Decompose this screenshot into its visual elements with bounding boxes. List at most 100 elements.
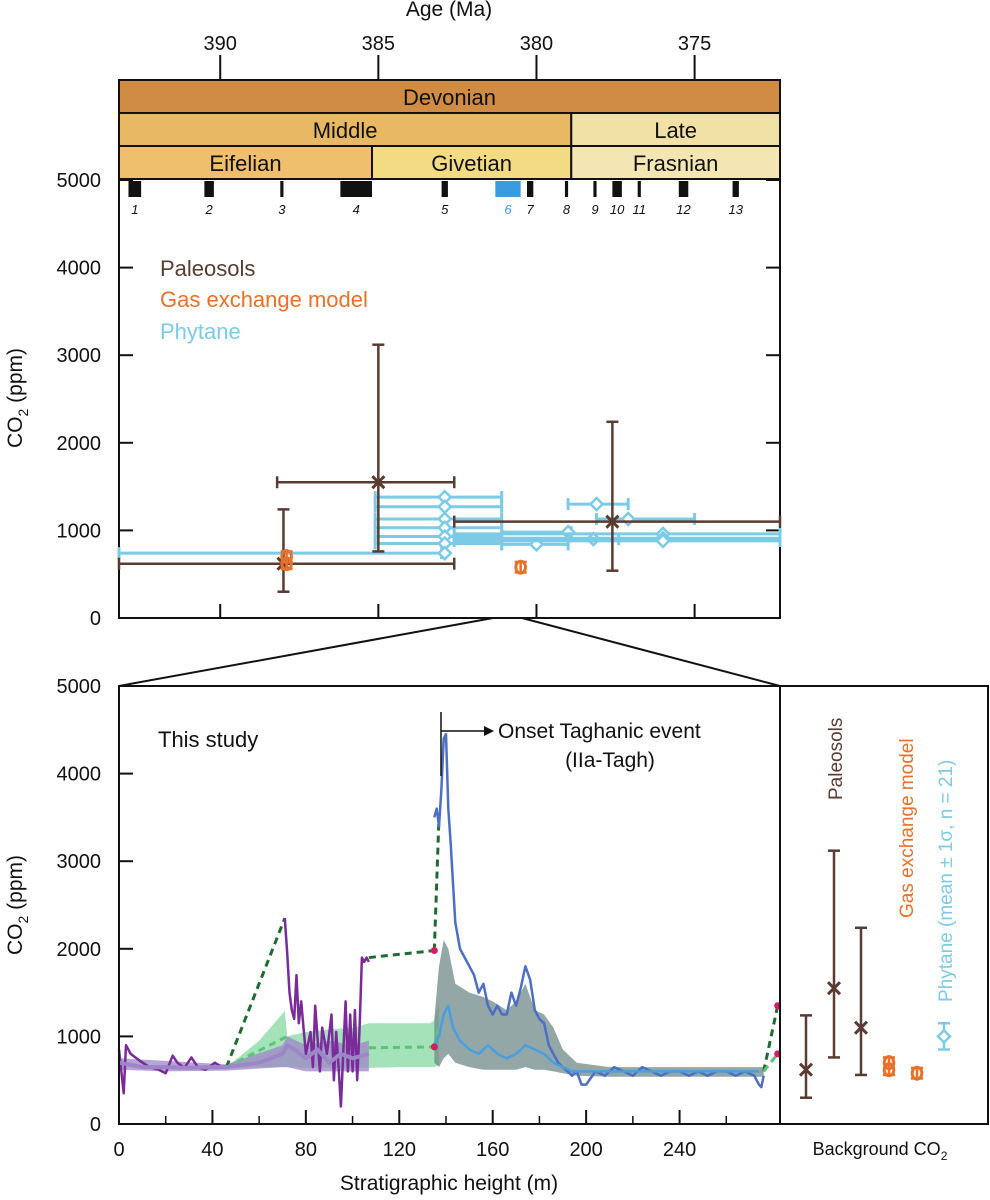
marker-diamond xyxy=(936,1028,952,1045)
top-data-points xyxy=(117,343,782,593)
age-tick-label: 385 xyxy=(362,33,395,55)
event-markers: 1 2 3 4 5 6 7 8 9 10 11 12 13 xyxy=(128,181,744,217)
bottom-y-tick-label: 5000 xyxy=(57,676,102,698)
background-label-gas-exchange: Gas exchange model xyxy=(897,738,918,918)
marker-x xyxy=(605,514,620,529)
event-bar-2 xyxy=(204,181,214,197)
dashed-connector xyxy=(368,949,435,960)
legend-paleosols: Paleosols xyxy=(160,256,255,281)
bottom-y-tick-label: 4000 xyxy=(57,764,102,786)
event-number-6: 6 xyxy=(504,202,512,217)
marker-x xyxy=(371,475,386,490)
timescale-label-devonian: Devonian xyxy=(403,85,496,110)
event-bar-4 xyxy=(340,181,373,197)
line-lightblue-mean xyxy=(433,1004,759,1073)
bottom-y-tick-label: 0 xyxy=(90,1114,101,1136)
timescale-label-givetian: Givetian xyxy=(431,151,512,176)
event-bar-6 xyxy=(495,181,521,197)
age-tick-label: 380 xyxy=(520,33,553,55)
background-data-points xyxy=(798,849,952,1099)
timescale-devonian xyxy=(118,79,781,114)
timescale-label-middle: Middle xyxy=(313,118,378,143)
event-number-4: 4 xyxy=(353,202,360,217)
event-number-11: 11 xyxy=(633,202,647,217)
top-age-ticks: 390 385 380 375 xyxy=(204,33,711,80)
bottom-x-tick-label: 160 xyxy=(476,1139,509,1161)
dashed-connector xyxy=(762,1052,779,1073)
top-x-minor-ticks xyxy=(219,604,696,618)
marker-x xyxy=(798,1062,814,1077)
dashed-connector xyxy=(225,917,287,1068)
marker-x xyxy=(853,1020,869,1035)
event-number-1: 1 xyxy=(131,202,138,217)
bottom-x-tick-label: 120 xyxy=(383,1139,416,1161)
grey_band xyxy=(434,940,764,1077)
timescale-late xyxy=(570,112,782,147)
marker-diamond xyxy=(436,498,453,515)
legend-phytane: Phytane xyxy=(160,319,241,344)
event-bar-10 xyxy=(612,181,622,197)
event-bar-12 xyxy=(678,181,689,197)
marker-diamond xyxy=(655,533,671,549)
line-purple-mid xyxy=(283,918,371,1108)
event-number-3: 3 xyxy=(278,202,286,217)
event-number-7: 7 xyxy=(527,202,535,217)
bottom-x-ticks: 0 40 80 120 160 200 240 xyxy=(113,1110,728,1161)
bottom-x-axis-label: Stratigraphic height (m) xyxy=(340,1172,558,1195)
age-tick-label: 390 xyxy=(204,33,237,55)
timescale-label-late: Late xyxy=(654,118,697,143)
annotation-line2: (IIa-Tagh) xyxy=(565,749,655,772)
line-lavender-mean xyxy=(118,1043,370,1070)
event-number-10: 10 xyxy=(610,202,625,217)
event-bar-11 xyxy=(637,181,641,197)
geologic-timescale: Devonian Middle Late Eifelian Givetian Frasni… xyxy=(118,79,782,180)
background-co2-label: Background CO2 xyxy=(813,1139,948,1163)
top-y-tick-label: 1000 xyxy=(57,520,102,542)
event-bar-9 xyxy=(593,181,597,197)
top-y-tick-label: 2000 xyxy=(57,433,102,455)
top-y-ticks: 0 1000 2000 3000 4000 5000 xyxy=(57,170,780,630)
top-age-axis-title: Age (Ma) xyxy=(406,0,492,21)
legend-gas-exchange-model: Gas exchange model xyxy=(160,287,368,312)
bottom-y-tick-label: 3000 xyxy=(57,851,102,873)
event-number-8: 8 xyxy=(563,202,571,217)
timescale-label-frasnian: Frasnian xyxy=(633,151,719,176)
bottom-y-ticks: 0 1000 2000 3000 4000 5000 xyxy=(57,676,133,1136)
background-label-phytane: Phytane (mean ± 1σ, n = 21) xyxy=(936,760,957,1002)
event-bar-13 xyxy=(732,181,739,197)
bottom-x-tick-label: 80 xyxy=(295,1139,317,1161)
bottom-x-tick-label: 40 xyxy=(201,1139,223,1161)
background-plot-frame xyxy=(779,685,989,1125)
bottom-y-axis-label: CO2 (ppm) xyxy=(4,855,31,955)
bottom-y-tick-label: 2000 xyxy=(57,939,102,961)
co2-lines xyxy=(117,732,765,1108)
dashed-connectors xyxy=(225,817,780,1073)
event-bar-1 xyxy=(128,181,142,197)
marker-x xyxy=(826,981,842,996)
event-bar-7 xyxy=(526,181,534,197)
taghanic-annotation: Onset Taghanic event (IIa-Tagh) xyxy=(440,712,701,776)
dashed-connector xyxy=(432,817,441,951)
top-y-tick-label: 5000 xyxy=(57,170,102,192)
bottom-x-tick-label: 200 xyxy=(569,1139,602,1161)
marker-circle xyxy=(514,559,527,575)
red-dot xyxy=(430,947,438,955)
background-label-paleosols: Paleosols xyxy=(826,718,847,800)
marker-diamond xyxy=(436,545,453,561)
event-bar-3 xyxy=(280,181,284,197)
this-study-label: This study xyxy=(158,727,258,752)
top-y-tick-label: 0 xyxy=(90,608,101,630)
event-number-2: 2 xyxy=(205,202,214,217)
bottom-x-tick-label: 0 xyxy=(113,1139,124,1161)
zoom-line-left xyxy=(118,617,494,687)
top-plot-frame xyxy=(118,79,781,619)
event-number-12: 12 xyxy=(676,202,691,217)
marker-diamond xyxy=(620,511,636,527)
age-tick-label: 375 xyxy=(678,33,711,55)
bottom-x-tick-label: 240 xyxy=(663,1139,696,1161)
event-number-13: 13 xyxy=(728,202,743,217)
bottom-y-tick-label: 1000 xyxy=(57,1026,102,1048)
top-legend: Paleosols Gas exchange model Phytane xyxy=(160,256,368,344)
